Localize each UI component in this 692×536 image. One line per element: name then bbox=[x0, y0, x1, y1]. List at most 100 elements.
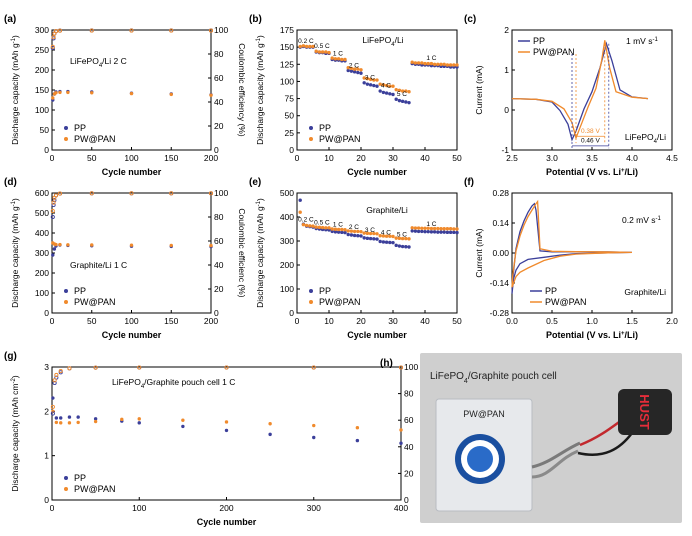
panel-label: (b) bbox=[249, 14, 262, 25]
data-point bbox=[397, 98, 402, 103]
legend-marker-pw bbox=[309, 300, 313, 304]
data-point bbox=[346, 232, 350, 237]
data-point bbox=[53, 29, 59, 34]
data-point bbox=[391, 234, 395, 239]
y-tick-label: 300 bbox=[35, 25, 49, 35]
data-point bbox=[50, 411, 55, 416]
panel-label: (g) bbox=[4, 351, 17, 362]
data-point bbox=[57, 191, 63, 196]
data-point bbox=[304, 223, 309, 228]
data-point bbox=[66, 243, 70, 247]
annotation-part-0: LiFePO bbox=[625, 132, 654, 142]
data-point bbox=[362, 231, 366, 235]
data-point bbox=[416, 226, 421, 230]
data-point bbox=[432, 226, 437, 231]
data-point bbox=[362, 76, 366, 80]
data-point bbox=[359, 71, 363, 75]
y2-tick-label: 100 bbox=[214, 188, 228, 198]
data-point bbox=[50, 214, 55, 220]
photo-title: LiFePO4/Graphite pouch cell bbox=[430, 371, 557, 385]
data-point bbox=[399, 428, 403, 432]
annotation: Graphite/Li 1 C bbox=[70, 260, 127, 270]
data-point bbox=[330, 229, 334, 234]
data-point bbox=[432, 230, 437, 234]
data-point bbox=[404, 100, 408, 104]
data-point bbox=[436, 62, 440, 66]
y-tick-label: 125 bbox=[280, 59, 294, 69]
y-tick-label: 75 bbox=[285, 94, 295, 104]
y-tick-label: 2 bbox=[504, 25, 509, 35]
pouch-label: PW@PAN bbox=[463, 409, 504, 419]
data-point bbox=[330, 227, 334, 231]
data-point bbox=[399, 441, 403, 445]
x-tick-label: 0.0 bbox=[506, 316, 518, 326]
x-axis-label: Potential (V vs. Li+/Li) bbox=[546, 167, 638, 177]
annotation: LiFePO4/Li bbox=[625, 132, 666, 145]
series-pp bbox=[51, 89, 213, 102]
y2-tick-label: 20 bbox=[214, 121, 224, 131]
data-point bbox=[391, 84, 395, 88]
panel-label: (a) bbox=[4, 14, 16, 25]
series-pw-pan-ce bbox=[50, 191, 214, 214]
sweep-rate-label: 0.2 mV s-1 bbox=[622, 215, 662, 225]
rate-label: 5 C bbox=[397, 232, 407, 239]
data-point bbox=[314, 225, 318, 229]
y-tick-label: 2 bbox=[44, 406, 49, 416]
y-axis-label: Current (mA) bbox=[474, 228, 484, 277]
data-point bbox=[384, 234, 389, 238]
data-point bbox=[423, 226, 427, 230]
rate-label: 0.2 C bbox=[298, 38, 314, 45]
data-point bbox=[365, 236, 370, 241]
data-point bbox=[181, 424, 185, 429]
x-tick-label: 0.5 bbox=[546, 316, 558, 326]
data-point bbox=[76, 420, 80, 425]
legend-label-pp: PP bbox=[533, 36, 545, 46]
data-point bbox=[311, 365, 316, 370]
legend-label-pp: PP bbox=[74, 473, 86, 483]
data-point bbox=[224, 420, 229, 424]
data-point bbox=[398, 365, 404, 370]
data-point bbox=[317, 225, 322, 230]
data-point bbox=[352, 233, 357, 238]
data-point bbox=[311, 44, 315, 49]
y-axis-label-part-1: -1 bbox=[11, 37, 17, 43]
series-pw-pan bbox=[298, 44, 459, 94]
x-tick-label: 150 bbox=[164, 316, 178, 326]
y-tick-label: 0 bbox=[504, 105, 509, 115]
y2-axis-label: Coulombic efficienc (%) bbox=[237, 208, 247, 297]
annotation: Graphite/Li bbox=[366, 205, 408, 215]
data-point bbox=[137, 365, 142, 370]
data-point bbox=[51, 35, 56, 40]
legend-label-pp: PP bbox=[545, 286, 557, 296]
x-tick-label: 4.5 bbox=[666, 153, 678, 163]
x-tick-label: 3.0 bbox=[546, 153, 558, 163]
legend-marker-pw bbox=[64, 300, 68, 304]
rate-label: 1 C bbox=[426, 221, 436, 228]
peak-label-pw: 0.38 V bbox=[581, 128, 600, 135]
data-point bbox=[356, 229, 360, 234]
data-point bbox=[384, 240, 389, 244]
rate-label: 1 C bbox=[426, 55, 436, 62]
x-axis-label: Cycle number bbox=[197, 517, 257, 527]
chart-b: (b) 0 10 20 30 40 50 0 25 50 75 100 125 150 175 Cycle n… bbox=[249, 14, 462, 177]
led-text: HUST bbox=[637, 394, 652, 429]
y2-tick-label: 80 bbox=[214, 49, 224, 59]
x-axis-label-part-0: Potential (V vs. Li bbox=[546, 167, 621, 177]
data-point bbox=[336, 57, 341, 61]
x-tick-label: 300 bbox=[307, 503, 321, 513]
annotation: LiFePO4/Li 2 C bbox=[70, 56, 127, 69]
x-tick-label: 4.0 bbox=[626, 153, 638, 163]
legend-marker-pw bbox=[64, 487, 68, 491]
data-point bbox=[397, 236, 402, 241]
data-point bbox=[448, 227, 453, 231]
y-tick-label: 0 bbox=[44, 308, 49, 318]
data-point bbox=[208, 191, 214, 196]
data-point bbox=[439, 62, 443, 66]
y2-tick-label: 100 bbox=[404, 362, 418, 372]
data-point bbox=[416, 229, 421, 234]
data-point bbox=[368, 236, 373, 241]
